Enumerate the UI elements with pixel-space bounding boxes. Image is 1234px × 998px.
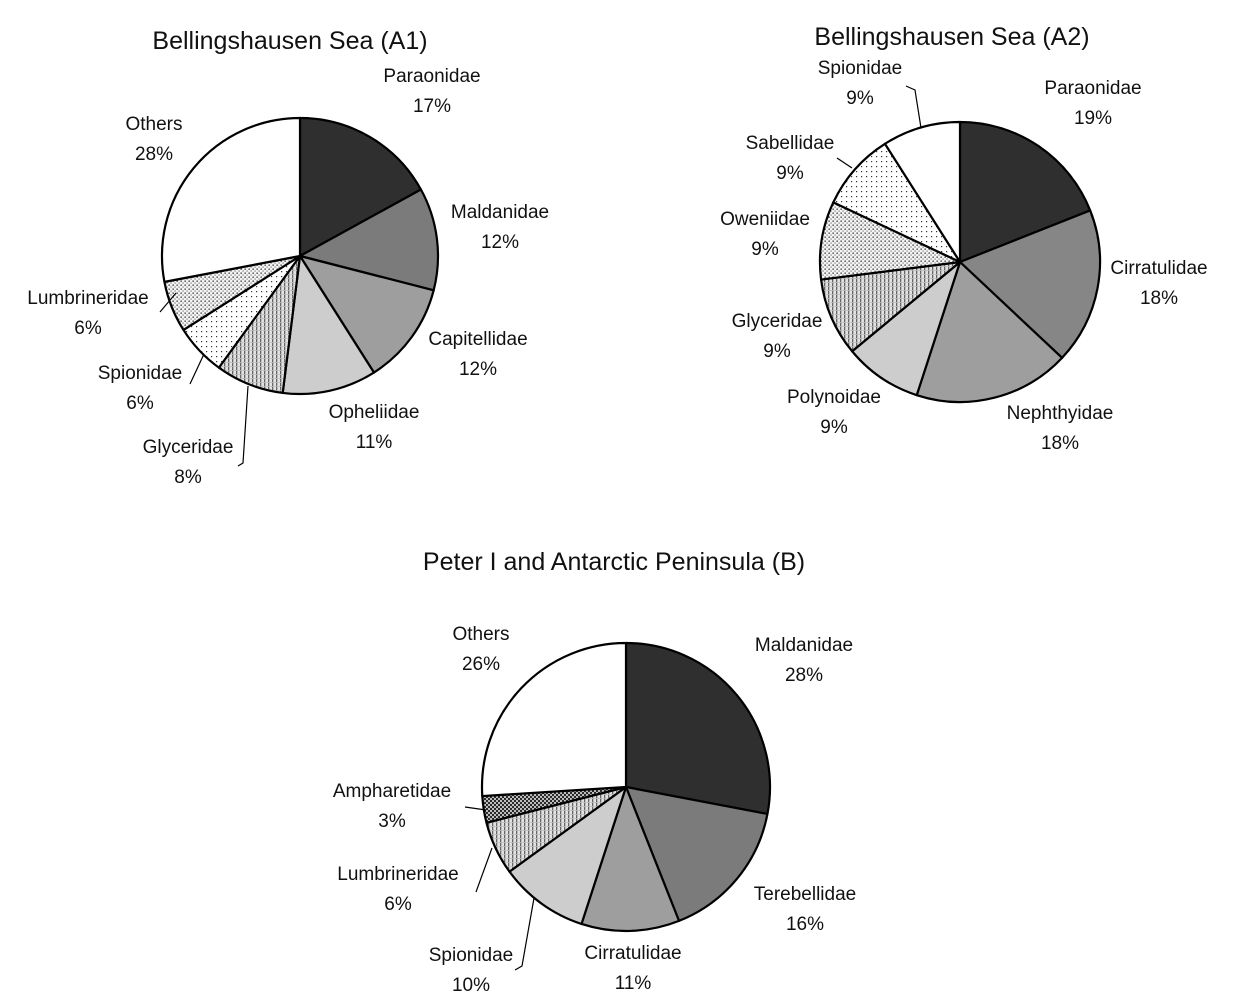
leader-line-a1-spionidae <box>189 353 205 385</box>
slice-label-b-lumbrineridae: Lumbrineridae <box>337 864 458 885</box>
pie-slice-a1-capitellidae <box>298 254 435 374</box>
slice-value-a1-glyceridae: 8% <box>174 467 202 488</box>
slice-value-a1-opheliidae: 11% <box>356 432 393 453</box>
slice-value-b-spionidae: 10% <box>452 975 490 996</box>
leader-line-b-spionidae <box>514 897 535 971</box>
chart-title-a2: Bellingshausen Sea (A2) <box>814 23 1089 51</box>
slice-label-a1-glyceridae: Glyceridae <box>143 437 234 458</box>
slice-value-a1-lumbrineridae: 6% <box>74 318 102 339</box>
chart-title-b: Peter I and Antarctic Peninsula (B) <box>423 548 805 576</box>
slice-label-a2-glyceridae: Glyceridae <box>732 311 823 332</box>
leader-line-b-lumbrineridae <box>475 847 493 893</box>
slice-label-a2-nephthyidae: Nephthyidae <box>1007 403 1114 424</box>
slice-label-a2-polynoidae: Polynoidae <box>787 387 881 408</box>
pie-slice-a2-oweniidae <box>818 201 962 281</box>
slice-label-a1-capitellidae: Capitellidae <box>428 329 527 350</box>
slice-value-a2-sabellidae: 9% <box>776 163 804 184</box>
slice-label-a1-others: Others <box>125 114 182 135</box>
pie-slice-b-maldanidae <box>624 641 772 816</box>
slice-value-a2-oweniidae: 9% <box>751 239 779 260</box>
leader-line-a1-glyceridae <box>237 385 249 467</box>
pie-chart-a2: Paraonidae 19% Cirratulidae 18% Nephthyidae 1… <box>720 58 1207 454</box>
slice-value-a1-spionidae: 6% <box>126 393 154 414</box>
slice-label-a1-lumbrineridae: Lumbrineridae <box>27 288 148 309</box>
slice-value-a2-spionidae: 9% <box>846 88 874 109</box>
slice-value-b-lumbrineridae: 6% <box>384 894 412 915</box>
slice-value-a1-maldanidae: 12% <box>481 232 519 253</box>
slice-label-a2-cirratulidae: Cirratulidae <box>1110 258 1207 279</box>
slice-value-a2-nephthyidae: 18% <box>1041 433 1079 454</box>
slice-label-b-maldanidae: Maldanidae <box>755 635 853 656</box>
pie-slice-b-others <box>480 641 628 798</box>
slice-value-b-maldanidae: 28% <box>785 665 823 686</box>
slice-label-a2-oweniidae: Oweniidae <box>720 209 810 230</box>
slice-value-a1-capitellidae: 12% <box>459 359 497 380</box>
slice-value-a1-paraonidae: 17% <box>413 96 451 117</box>
slice-value-a2-paraonidae: 19% <box>1074 108 1112 129</box>
pie-chart-a1: Paraonidae 17% Maldanidae 12% Capitellidae 12… <box>27 66 549 488</box>
slice-label-a1-spionidae: Spionidae <box>98 363 183 384</box>
leader-line-a2-spionidae <box>905 85 922 129</box>
leader-line-b-ampharetidae <box>464 806 487 811</box>
slice-label-a1-maldanidae: Maldanidae <box>451 202 549 223</box>
slice-label-b-spionidae: Spionidae <box>429 945 514 966</box>
leader-line-a1-lumbrineridae <box>159 292 177 313</box>
pie-slice-a1-others <box>160 116 302 283</box>
slice-label-a1-opheliidae: Opheliidae <box>329 402 420 423</box>
slice-label-a2-paraonidae: Paraonidae <box>1044 78 1141 99</box>
pie-slice-a2-paraonidae <box>958 120 1092 264</box>
pie-slice-a2-polynoidae <box>851 260 962 397</box>
pie-slice-a2-cirratulidae <box>958 209 1102 359</box>
pie-slice-b-spionidae <box>508 785 628 926</box>
slice-label-b-terebellidae: Terebellidae <box>754 884 856 905</box>
pie-slice-a1-opheliidae <box>281 254 376 396</box>
leader-line-a2-sabellidae <box>836 157 853 169</box>
slice-value-a1-others: 28% <box>135 144 173 165</box>
pie-slice-a2-nephthyidae <box>915 260 1064 404</box>
slice-value-b-cirratulidae: 11% <box>615 973 652 994</box>
slice-value-a2-cirratulidae: 18% <box>1140 288 1178 309</box>
slice-label-b-cirratulidae: Cirratulidae <box>584 943 681 964</box>
slice-label-b-ampharetidae: Ampharetidae <box>333 781 451 802</box>
slice-value-b-terebellidae: 16% <box>786 914 824 935</box>
chart-title-a1: Bellingshausen Sea (A1) <box>152 27 427 55</box>
slice-label-a1-paraonidae: Paraonidae <box>383 66 480 87</box>
pie-slice-b-terebellidae <box>624 785 769 922</box>
slice-value-b-others: 26% <box>462 654 500 675</box>
pie-slice-a2-sabellidae <box>832 142 962 264</box>
pie-slice-b-cirratulidae <box>580 785 681 933</box>
pie-slice-a1-maldanidae <box>298 188 440 292</box>
slice-label-b-others: Others <box>452 624 509 645</box>
slice-value-b-ampharetidae: 3% <box>378 811 406 832</box>
slice-label-a2-sabellidae: Sabellidae <box>746 133 835 154</box>
slice-value-a2-polynoidae: 9% <box>820 417 848 438</box>
slice-label-a2-spionidae: Spionidae <box>818 58 903 79</box>
pie-chart-b: Maldanidae 28% Terebellidae 16% Cirratulidae… <box>333 624 856 996</box>
slice-value-a2-glyceridae: 9% <box>763 341 791 362</box>
pie-slice-a1-paraonidae <box>298 116 423 258</box>
pie-slice-a2-glyceridae <box>820 260 962 353</box>
